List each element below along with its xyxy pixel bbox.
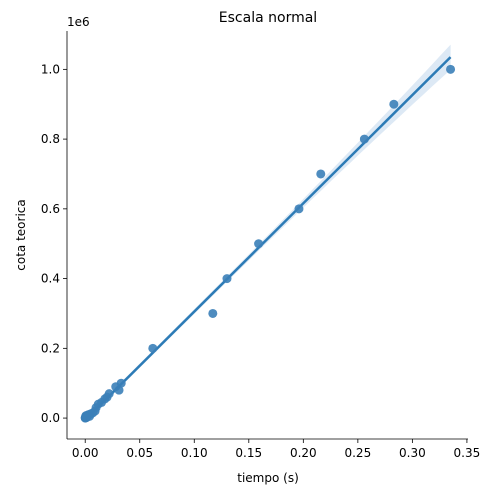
y-offset-label: 1e6 xyxy=(67,15,90,29)
y-tick-label: 1.0 xyxy=(41,62,60,76)
data-point xyxy=(446,64,456,74)
x-tick-label: 0.15 xyxy=(235,446,262,460)
x-tick-label: 0.20 xyxy=(290,446,317,460)
x-tick-label: 0.10 xyxy=(181,446,208,460)
x-axis-label: tiempo (s) xyxy=(237,471,299,485)
data-point xyxy=(116,378,126,388)
data-point xyxy=(294,204,304,214)
y-tick-label: 0.2 xyxy=(41,341,60,355)
chart-title: Escala normal xyxy=(219,10,317,26)
y-tick-label: 0.8 xyxy=(41,132,60,146)
regression-line-path xyxy=(84,56,452,421)
x-tick-label: 0.30 xyxy=(399,446,426,460)
x-tick-label: 0.00 xyxy=(72,446,99,460)
data-points xyxy=(80,64,456,423)
data-point xyxy=(254,239,264,249)
x-ticks: 0.00 0.05 0.10 0.15 0.20 0.25 0.30 0.35 xyxy=(72,439,480,460)
y-tick-label: 0.6 xyxy=(41,202,60,216)
y-axis-label: cota teorica xyxy=(14,199,28,270)
x-tick-label: 0.25 xyxy=(344,446,371,460)
data-point xyxy=(148,343,158,353)
y-ticks: 0.0 0.2 0.4 0.6 0.8 1.0 xyxy=(41,62,67,425)
data-point xyxy=(114,385,124,395)
x-tick-label: 0.05 xyxy=(126,446,153,460)
y-tick-label: 0.0 xyxy=(41,411,60,425)
regression-line xyxy=(84,56,452,421)
data-point xyxy=(208,308,218,318)
data-point xyxy=(222,274,232,284)
y-tick-label: 0.4 xyxy=(41,272,60,286)
data-point xyxy=(316,169,326,179)
data-point xyxy=(359,134,369,144)
data-point xyxy=(389,99,399,109)
x-tick-label: 0.35 xyxy=(454,446,481,460)
data-point xyxy=(104,389,114,399)
